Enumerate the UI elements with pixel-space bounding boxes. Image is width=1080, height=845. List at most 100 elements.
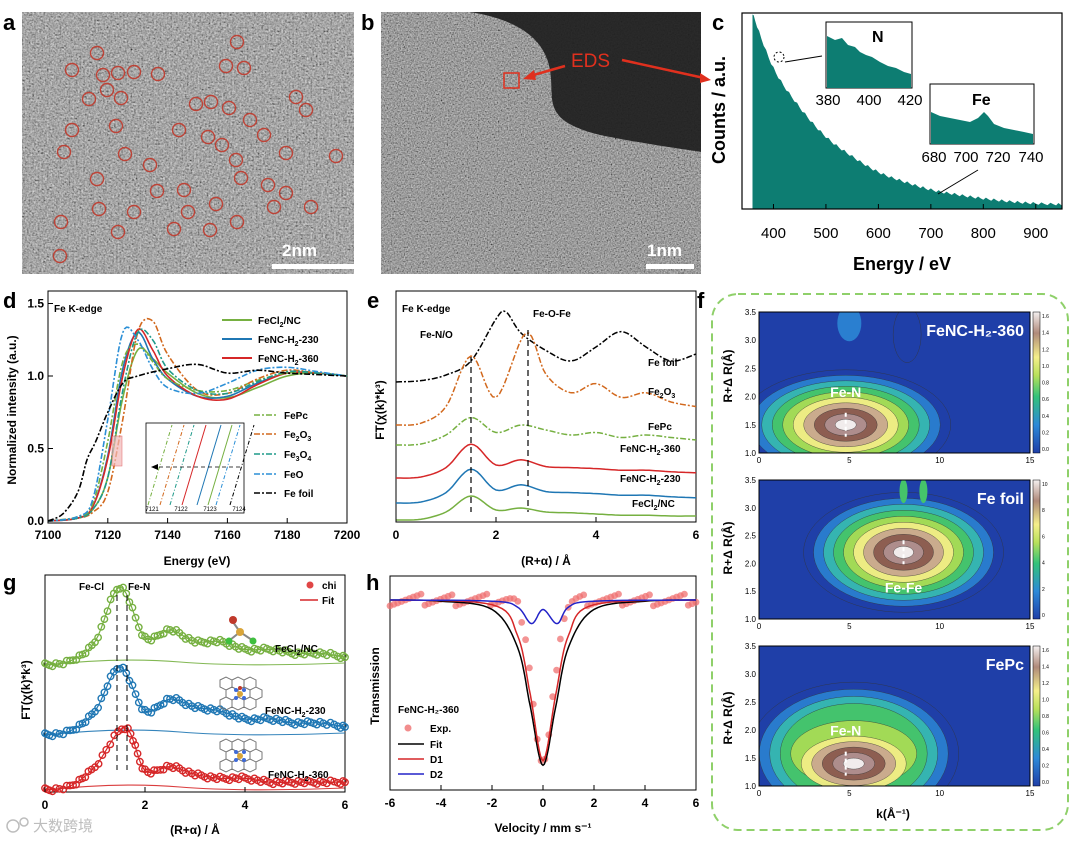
panel-e-xtick-2: 4 <box>593 528 600 542</box>
panel-g-fecl2-molecule-icon <box>225 616 257 645</box>
panel-f-map-2-contour-9 <box>843 757 865 770</box>
panel-d-xtick-2: 7140 <box>154 528 181 542</box>
panel-g-xtick-2: 4 <box>242 798 249 812</box>
atom-marker-40 <box>208 196 224 212</box>
panel-f-map-1-ytick-2: 2.0 <box>745 559 757 568</box>
panel-d-curves <box>47 317 348 522</box>
panel-h-xtick-2: -2 <box>487 796 498 810</box>
panel-f-map-0-title: FeNC-H₂-360 <box>926 323 1024 340</box>
panel-g-ylabel: FT(χ(k)*k³) <box>19 660 33 720</box>
panel-g-imag-2 <box>44 784 346 791</box>
panel-g-chi-point-0-39 <box>162 625 171 633</box>
panel-label-d: d <box>3 288 16 313</box>
panel-e-xlabel: (R+α) / Å <box>521 553 571 568</box>
atom-marker-15 <box>288 89 304 105</box>
panel-e-label-230: FeNC-H2-230 <box>620 474 681 487</box>
atom-marker-29 <box>233 170 249 186</box>
panel-e-label-fefoil: Fe foil <box>648 358 678 369</box>
panel-e-curve-fenc-h2-360 <box>396 443 697 479</box>
panel-label-e: e <box>367 288 379 313</box>
panel-f-map-1-ytick-3: 2.5 <box>745 532 757 541</box>
panel-h-exp-point-76 <box>681 590 688 598</box>
panel-b-eds-label: EDS <box>571 51 610 72</box>
panel-d-inset-line-0 <box>147 424 173 506</box>
panel-h-xtick-0: -6 <box>385 796 396 810</box>
panel-f-xlabel: k(Å⁻¹) <box>876 806 910 821</box>
atom-marker-13 <box>203 94 219 110</box>
panel-h-curve-d2 <box>390 599 696 625</box>
panel-g-chi-point-0-29 <box>131 613 140 622</box>
panel-f-map-0-colorbar-tick-1: 1.4 <box>1042 331 1049 337</box>
panel-f-map-2-frame <box>758 645 1031 787</box>
panel-f-map-0-xtick-0: 0 <box>757 456 762 465</box>
panel-g-chi-point-1-95 <box>339 721 347 730</box>
panel-e: 0 2 4 6 Fe K-edge Fe-N/O Fe-O-Fe Fe foil Fe… <box>367 288 700 568</box>
panel-h: -6 -4 -2 0 2 4 6 FeNC-H₂-360 Exp. Fit D1 D2 Tr… <box>366 570 700 835</box>
panel-g-chi-point-2-29 <box>133 749 142 758</box>
panel-h-legend-d2: D2 <box>430 770 443 781</box>
panel-f-map-1-bond-label: Fe-Fe <box>885 579 923 595</box>
panel-g-chi-point-2-96 <box>341 778 349 787</box>
panel-b-eds-region <box>503 72 520 89</box>
panel-d-legend-feo: FeO <box>284 470 304 481</box>
panel-f-map-1-xtick-1: 5 <box>847 622 852 631</box>
panel-c: 400 500 600 700 800 900 Counts / a.u. Energy … <box>709 10 1063 274</box>
atom-marker-6 <box>229 34 245 50</box>
atom-marker-43 <box>110 224 126 240</box>
watermark-text: 大数跨境 <box>33 817 93 835</box>
atom-marker-34 <box>260 177 276 193</box>
panel-f-map-0-colorbar-tick-3: 1.0 <box>1042 364 1049 370</box>
panel-f-map-0-colorbar-tick-8: 0.0 <box>1042 447 1049 453</box>
panel-g-chi-point-0-9 <box>69 656 78 665</box>
panel-g-chi-point-1-28 <box>128 681 137 690</box>
panel-g-chi-point-0-30 <box>134 623 143 632</box>
panel-f-ylabel-2: R+Δ R(Å) <box>720 522 735 575</box>
panel-f-map-2-colorbar-tick-7: 0.2 <box>1042 764 1049 770</box>
panel-c-axes <box>741 12 1063 210</box>
panel-f-map-2-xtick-2: 10 <box>935 789 944 798</box>
panel-d-legend-fe2o3: Fe2O3 <box>284 430 311 443</box>
panel-a-scale-label: 2nm <box>282 241 317 260</box>
panel-g-chi-point-1-20 <box>103 682 112 691</box>
panel-g-fenc-230-molecule-icon <box>219 676 263 711</box>
panel-f-map-2-xtick-0: 0 <box>757 789 762 798</box>
panel-f-map-1-ytick-4: 3.0 <box>745 504 757 513</box>
panel-c-inset-fe-tick-3: 740 <box>1018 149 1043 166</box>
panel-d: 7100 7120 7140 7160 7180 7200 0.0 0.5 1.0 1.5 712… <box>3 288 361 568</box>
panel-h-curve-d1 <box>389 599 697 762</box>
watermark: 大数跨境 <box>6 817 93 835</box>
panel-f-map-0-ytick-1: 1.5 <box>745 421 757 430</box>
panel-h-ticks: -6 -4 -2 0 2 4 6 <box>385 785 700 810</box>
panel-c-xtick-3: 700 <box>918 225 943 242</box>
panel-g-chi-point-1-19 <box>100 688 109 697</box>
atom-marker-46 <box>229 214 245 230</box>
panel-e-axes <box>395 290 697 523</box>
atom-marker-32 <box>149 183 165 199</box>
panel-f-map-1-xtick-0: 0 <box>757 622 762 631</box>
panel-g-chi-point-0-28 <box>128 603 137 612</box>
panel-g-chi-point-1-33 <box>144 708 153 716</box>
atom-marker-11 <box>113 90 129 106</box>
panel-e-feno-label: Fe-N/O <box>420 330 453 341</box>
panel-d-inset-arrowhead <box>151 464 158 470</box>
atom-marker-47 <box>52 248 68 264</box>
atom-marker-2 <box>95 67 111 83</box>
panel-g-chi-point-1-25 <box>119 663 128 672</box>
atom-marker-26 <box>117 146 133 162</box>
panel-g-chi-point-2-20 <box>106 740 115 749</box>
panel-f-map-0-ytick-3: 2.5 <box>745 364 757 373</box>
panel-f-map-0-ytick-2: 2.0 <box>745 393 757 402</box>
panel-e-label-fe2o3: Fe2O3 <box>648 387 675 400</box>
panel-g-axes <box>44 574 346 793</box>
panel-e-curve-fe-foil <box>395 310 697 383</box>
panel-f-map-1-spike-a <box>899 480 908 504</box>
panel-b-eds-arrowhead <box>523 70 536 80</box>
panel-g-xtick-0: 0 <box>42 798 49 812</box>
atom-marker-8 <box>236 60 252 76</box>
watermark-logo-dot-icon <box>19 817 29 827</box>
panel-d-inset-tick-3: 7124 <box>232 507 246 513</box>
panel-f-map-2-colorbar-tick-6: 0.4 <box>1042 747 1049 753</box>
panel-c-ticks: 400 500 600 700 800 900 <box>761 204 1048 242</box>
panel-f-map-1-title: Fe foil <box>977 491 1024 508</box>
panel-d-xtick-1: 7120 <box>94 528 121 542</box>
